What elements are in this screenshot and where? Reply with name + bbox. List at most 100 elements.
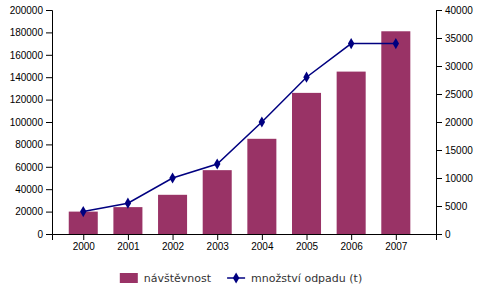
tick-mark xyxy=(307,234,308,240)
tick-mark xyxy=(436,122,442,123)
tick-label: 0 xyxy=(445,229,451,240)
legend-item: návštěvnost xyxy=(120,272,212,285)
tick-label: 20000 xyxy=(15,206,43,217)
tick-label: 2005 xyxy=(296,241,319,252)
marker xyxy=(303,72,309,83)
tick: 180000 xyxy=(10,27,52,38)
tick-mark xyxy=(436,66,442,67)
tick-label: 0 xyxy=(37,229,43,240)
tick: 40000 xyxy=(436,5,473,16)
x-axis: 2000 2001 2002 2003 2004 2005 2006 2007 xyxy=(53,234,437,252)
tick-label: 180000 xyxy=(10,27,44,38)
tick: 0 xyxy=(436,229,451,240)
tick-label: 2006 xyxy=(341,241,364,252)
tick-mark xyxy=(83,234,84,240)
tick: 0 xyxy=(37,229,52,240)
bar xyxy=(247,139,276,234)
tick: 100000 xyxy=(10,117,52,128)
bar xyxy=(337,72,366,234)
tick: 30000 xyxy=(436,61,473,72)
tick-label: 60000 xyxy=(15,162,43,173)
tick-label: 2007 xyxy=(385,241,408,252)
tick-label: 35000 xyxy=(445,33,473,44)
marker xyxy=(214,158,220,169)
bar xyxy=(203,170,232,234)
tick-mark xyxy=(436,94,442,95)
y2-axis: 0 5000 10000 15000 20000 25000 30000 35000 40000 xyxy=(436,5,473,240)
tick-label: 120000 xyxy=(10,94,44,105)
tick-label: 2003 xyxy=(207,241,230,252)
tick-label: 2001 xyxy=(117,241,140,252)
y-axis: 0 20000 40000 60000 80000 100000 120000 140000 1… xyxy=(10,5,53,240)
chart: 2000 2001 2002 2003 2004 2005 2006 2007 0 20000 40… xyxy=(0,0,482,292)
tick-mark xyxy=(46,32,52,33)
legend-label: množství odpadu (t) xyxy=(251,272,362,285)
tick-mark xyxy=(46,100,52,101)
markers xyxy=(80,38,399,217)
tick-mark xyxy=(436,206,442,207)
marker xyxy=(80,206,86,217)
tick-mark xyxy=(46,10,52,11)
tick-label: 25000 xyxy=(445,89,473,100)
tick-mark xyxy=(436,150,442,151)
legend-item: množství odpadu (t) xyxy=(227,272,362,285)
line xyxy=(83,44,396,212)
tick: 15000 xyxy=(436,145,473,156)
tick-label: 200000 xyxy=(10,5,44,16)
bar xyxy=(158,195,187,234)
plot: 2000 2001 2002 2003 2004 2005 2006 2007 0 20000 40… xyxy=(10,5,474,252)
tick: 2002 xyxy=(162,234,185,252)
axis-line xyxy=(53,235,437,241)
tick: 35000 xyxy=(436,33,473,44)
tick: 2007 xyxy=(385,234,408,252)
bar-series xyxy=(69,31,411,234)
legend: návštěvnost množství odpadu (t) xyxy=(120,272,362,285)
tick-label: 40000 xyxy=(15,184,43,195)
tick-mark xyxy=(128,234,129,240)
tick-label: 20000 xyxy=(445,117,473,128)
tick: 20000 xyxy=(436,117,473,128)
bar xyxy=(292,93,321,234)
tick-mark xyxy=(351,234,352,240)
tick-label: 2004 xyxy=(251,241,274,252)
tick: 20000 xyxy=(15,206,52,217)
marker xyxy=(348,38,354,49)
tick: 2000 xyxy=(73,234,96,252)
tick-mark xyxy=(46,234,52,235)
tick-mark xyxy=(46,212,52,213)
marker xyxy=(125,198,131,209)
tick-mark xyxy=(262,234,263,240)
tick-label: 80000 xyxy=(15,139,43,150)
tick-mark xyxy=(436,10,442,11)
tick-mark xyxy=(46,77,52,78)
tick-mark xyxy=(46,122,52,123)
tick-label: 10000 xyxy=(445,173,473,184)
tick: 10000 xyxy=(436,173,473,184)
tick-mark xyxy=(436,38,442,39)
tick-label: 5000 xyxy=(445,201,468,212)
marker xyxy=(393,38,399,49)
marker xyxy=(259,116,265,127)
tick-mark xyxy=(436,178,442,179)
tick-mark xyxy=(436,234,442,235)
tick: 25000 xyxy=(436,89,473,100)
tick-mark xyxy=(46,55,52,56)
tick-label: 2000 xyxy=(73,241,96,252)
tick-label: 2002 xyxy=(162,241,185,252)
tick: 5000 xyxy=(436,201,468,212)
tick-mark xyxy=(173,234,174,240)
tick: 2004 xyxy=(251,234,274,252)
axis-line xyxy=(46,11,53,235)
legend-label: návštěvnost xyxy=(144,272,212,285)
tick: 140000 xyxy=(10,72,52,83)
marker xyxy=(169,172,175,183)
tick: 200000 xyxy=(10,5,52,16)
legend-swatch xyxy=(120,273,138,283)
tick-mark xyxy=(217,234,218,240)
tick-label: 160000 xyxy=(10,50,44,61)
tick-label: 15000 xyxy=(445,145,473,156)
tick-label: 30000 xyxy=(445,61,473,72)
tick: 160000 xyxy=(10,50,52,61)
tick: 60000 xyxy=(15,162,52,173)
tick: 80000 xyxy=(15,139,52,150)
